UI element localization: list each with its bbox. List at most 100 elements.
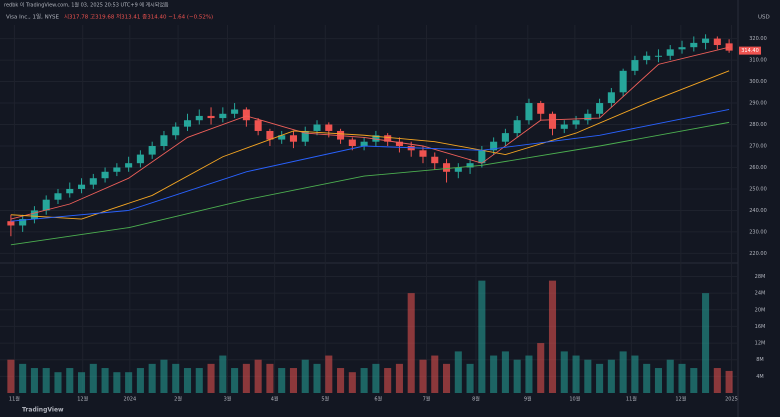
x-tick-label: 2025 <box>725 397 738 403</box>
candle-body <box>560 124 568 129</box>
volume-bar <box>301 359 309 393</box>
volume-bar <box>348 372 356 393</box>
candle-body <box>78 184 86 189</box>
volume-bar <box>466 363 474 393</box>
volume-bar <box>478 280 486 393</box>
candle-body <box>242 109 250 121</box>
x-tick-label: 8월 <box>472 396 480 403</box>
volume-bar <box>654 368 662 393</box>
candle-body <box>372 135 380 142</box>
candle-body <box>501 133 509 142</box>
candle-body <box>525 103 533 121</box>
volume-bar <box>407 293 415 393</box>
volume-bar <box>607 359 615 393</box>
volume-bar <box>231 368 239 393</box>
volume-bar <box>490 355 498 393</box>
volume-bar <box>136 368 144 393</box>
x-tick-label: 2024 <box>123 397 136 403</box>
volume-bar <box>148 363 156 393</box>
candle-body <box>207 115 215 119</box>
volume-bar <box>172 363 180 393</box>
candle-body <box>478 150 486 164</box>
candle-body <box>596 103 604 114</box>
candle-body <box>443 163 451 172</box>
x-tick-label: 5월 <box>321 396 329 403</box>
candle-body <box>301 130 309 142</box>
volume-bar <box>42 368 50 393</box>
volume-bar <box>54 372 62 393</box>
volume-bar <box>643 363 651 393</box>
currency: USD <box>758 15 770 21</box>
x-tick-label: 12월 <box>77 396 88 403</box>
volume-bar <box>125 372 133 393</box>
brand: TradingView <box>22 407 64 414</box>
last-price-box <box>739 46 761 55</box>
y-tick-label: 270.00 <box>749 144 767 150</box>
volume-bar <box>596 363 604 393</box>
candle-body <box>113 167 121 172</box>
volume-tick-label: 4M <box>756 374 764 380</box>
candle-body <box>66 188 74 194</box>
candle-body <box>384 135 392 142</box>
volume-bar <box>537 343 545 393</box>
candle-body <box>654 55 662 57</box>
x-tick-label: 12월 <box>675 396 686 403</box>
volume-bar <box>183 368 192 393</box>
volume-tick-label: 12M <box>755 341 766 347</box>
volume-bar <box>419 359 427 393</box>
candle-body <box>30 210 38 220</box>
candle-body <box>148 146 156 155</box>
volume-bar <box>254 359 262 393</box>
x-tick-label: 11월 <box>9 396 20 403</box>
volume-bar <box>289 368 297 393</box>
volume-bar <box>431 355 439 393</box>
volume-bar <box>78 372 86 393</box>
volume-bar <box>219 355 227 393</box>
volume-bar <box>313 363 321 393</box>
volume-tick-label: 24M <box>755 291 766 297</box>
volume-bar <box>325 355 333 393</box>
volume-bar <box>678 363 686 393</box>
volume-bar <box>513 359 521 393</box>
candle-body <box>313 124 321 131</box>
volume-bar <box>725 370 733 393</box>
candle-body <box>183 120 192 127</box>
volume-bar <box>337 368 345 393</box>
volume-bar <box>619 351 627 393</box>
candle-body <box>7 221 15 226</box>
y-tick-label: 240.00 <box>749 208 767 214</box>
candle-body <box>702 38 710 43</box>
volume-bar <box>360 368 368 393</box>
y-tick-label: 250.00 <box>749 186 767 192</box>
candle-body <box>678 47 686 50</box>
candle-body <box>419 150 427 157</box>
candle-body <box>395 141 403 146</box>
volume-bar <box>278 368 286 393</box>
volume-bar <box>7 359 15 393</box>
volume-tick-label: 8M <box>756 357 764 363</box>
volume-bar <box>113 372 121 393</box>
candle-body <box>278 135 286 140</box>
volume-tick-label: 20M <box>755 307 766 313</box>
candle-body <box>348 139 356 146</box>
candle-body <box>572 120 580 125</box>
y-tick-label: 220.00 <box>749 251 767 257</box>
candle-body <box>89 178 97 185</box>
volume-bar <box>501 351 509 393</box>
candle-body <box>631 60 639 71</box>
symbol: Visa Inc., 1일, NYSE <box>6 13 60 21</box>
y-tick-label: 300.00 <box>749 79 767 85</box>
volume-bar <box>454 351 462 393</box>
volume-bar <box>702 293 710 393</box>
volume-tick-label: 16M <box>755 324 766 330</box>
x-tick-label: 10월 <box>569 396 580 403</box>
volume-bar <box>572 355 580 393</box>
candle-body <box>725 43 733 51</box>
candle-body <box>254 120 262 131</box>
volume-bar <box>548 280 557 393</box>
ohlc: 시317.78 고319.68 저313.41 종314.40 −1.64 (−… <box>64 13 213 21</box>
moving-average <box>10 121 730 246</box>
published-note: redbk 이 TradingView.com, 1월 03, 2025 20:… <box>4 2 169 9</box>
candle-body <box>325 124 333 131</box>
